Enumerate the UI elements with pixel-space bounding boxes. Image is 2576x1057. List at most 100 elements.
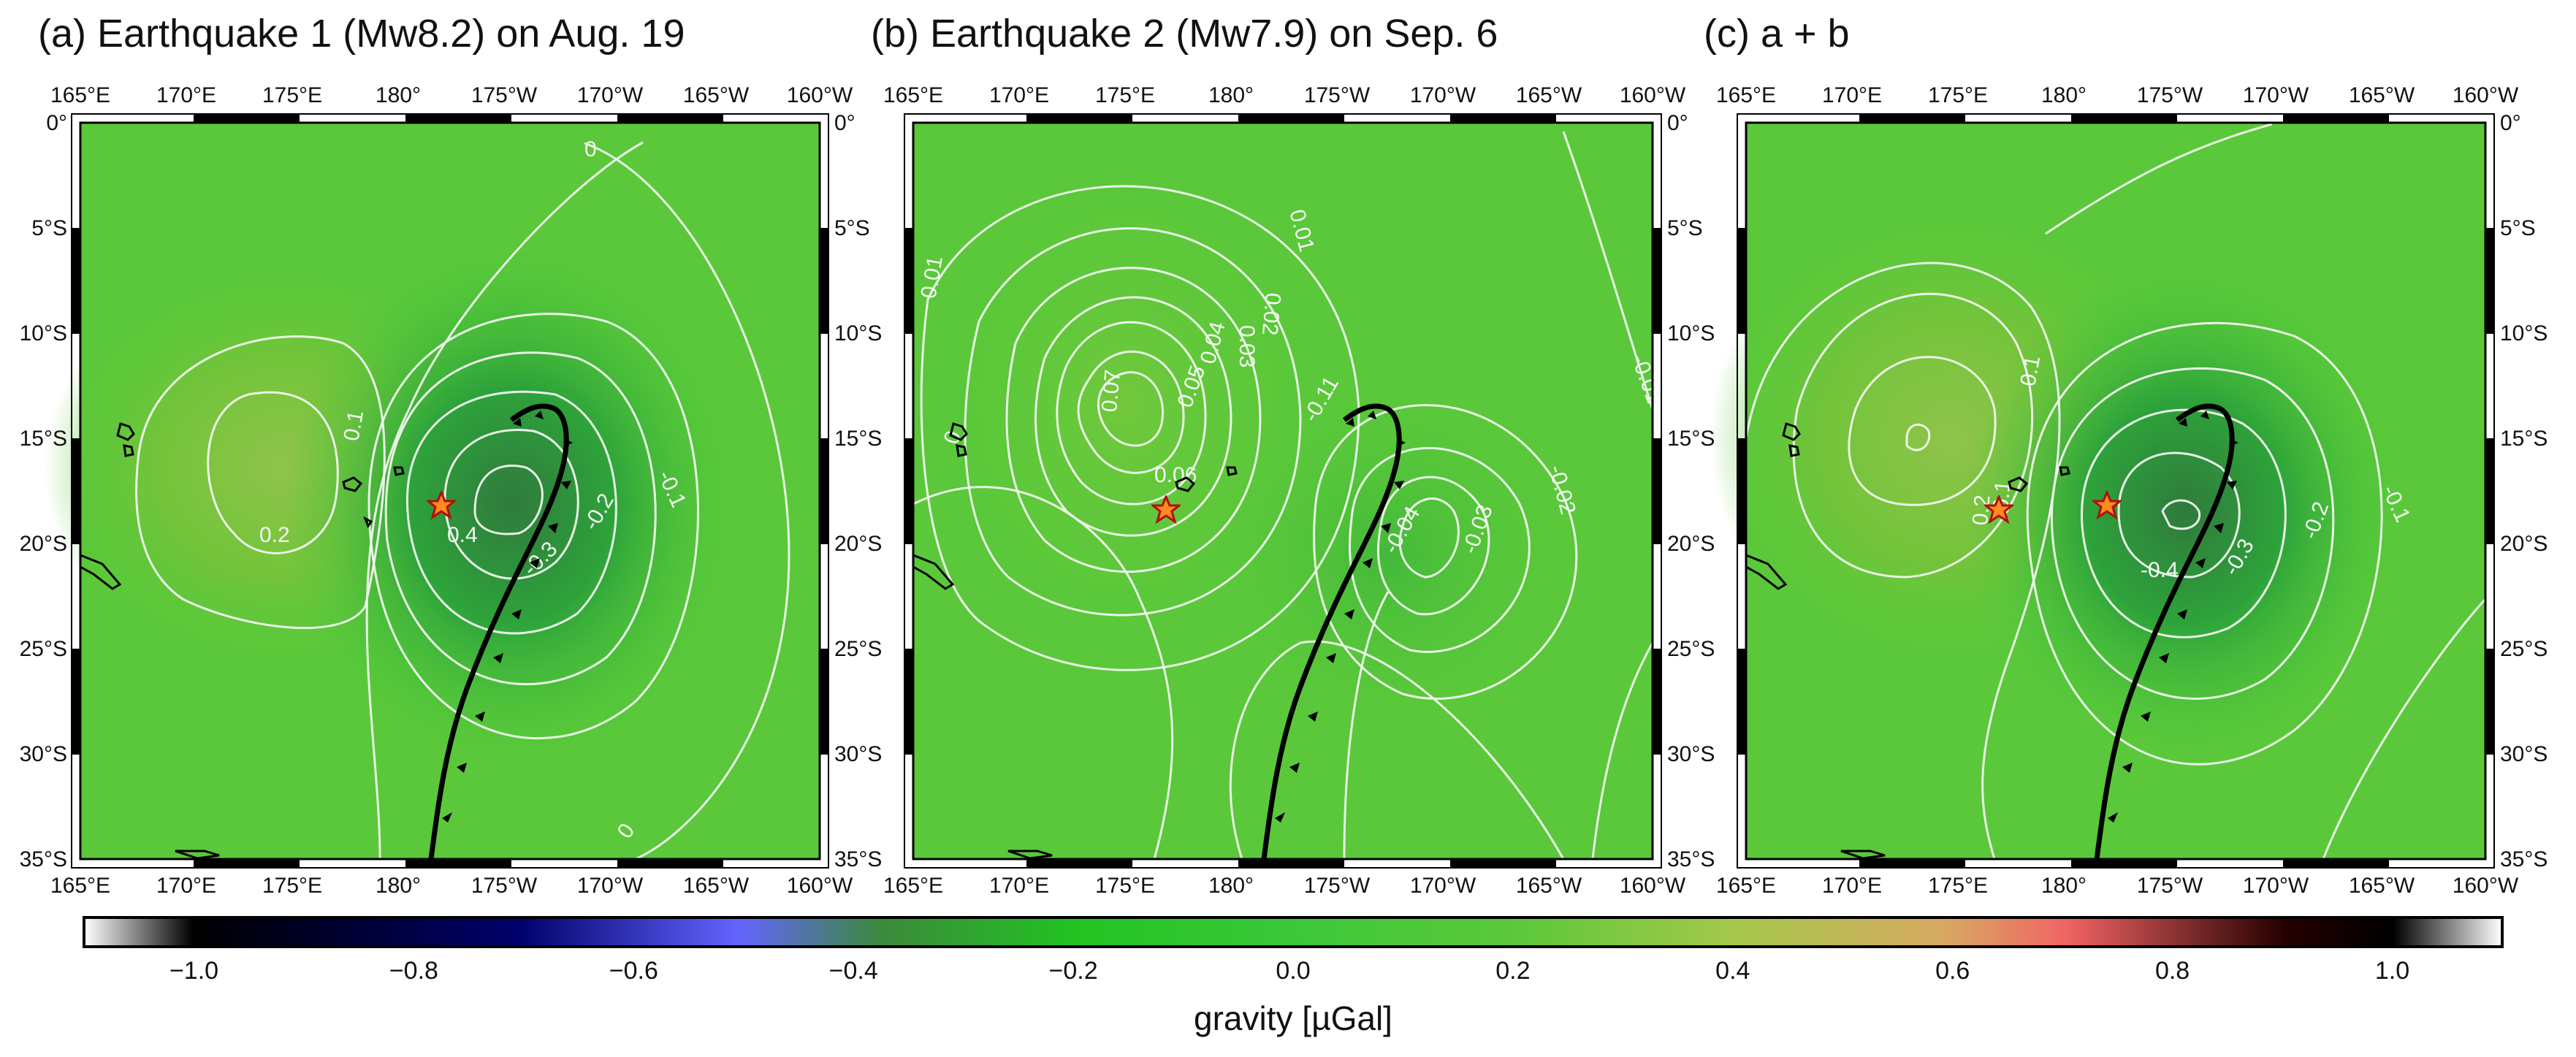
tick-label: 20°S (20, 532, 67, 556)
tick-label: 170°W (577, 874, 644, 898)
tick-label: 165°E (50, 874, 110, 898)
panel-b-label-7: 0.07 (1097, 369, 1125, 413)
tick-label: 35°S (834, 847, 882, 871)
tick-label: 35°S (2500, 847, 2548, 871)
tick-label: 175°W (1304, 874, 1371, 898)
tick-label: 180° (376, 83, 421, 107)
tick-label: 10°S (1667, 321, 1715, 346)
panel-b-field (935, 161, 1578, 745)
tick-label: 0° (1667, 111, 1688, 135)
tick-label: 5°S (1667, 216, 1703, 240)
panel-c-lat-ticks-right: 0° 5°S 10°S 15°S 20°S 25°S 30°S 35°S (2500, 111, 2548, 871)
panel-c-trench (2094, 403, 2238, 860)
panel-b-trench (1261, 403, 1406, 860)
panel-b-title: (b) Earthquake 2 (Mw7.9) on Sep. 6 (871, 12, 1498, 56)
tick-label: 20°S (834, 532, 882, 556)
tick-label: 170°E (989, 83, 1049, 107)
panel-b-label-3: 0.03 (1235, 325, 1259, 367)
panel-c-frame (1737, 113, 2495, 869)
colorbar: −1.0 −0.8 −0.6 −0.4 −0.2 0.0 0.2 0.4 0.6 0.8 1.0 g… (83, 916, 2504, 1037)
panel-b-label-2: 0.02 (1257, 291, 1285, 336)
tick-label: 175°E (1928, 874, 1988, 898)
tick-label: 5°S (2500, 216, 2536, 240)
colorbar-tick-label: −0.2 (1049, 957, 1098, 985)
tick-label: 175°E (1095, 83, 1155, 107)
tick-label: 5°S (834, 216, 870, 240)
tick-label: 165°W (683, 83, 750, 107)
tick-label: 180° (376, 874, 421, 898)
panel-a-contours (135, 141, 790, 861)
tick-label: 170°E (1822, 83, 1882, 107)
tick-label: 175°W (471, 83, 538, 107)
tick-label: 165°W (2349, 83, 2415, 107)
tick-label: 180° (2041, 83, 2087, 107)
panel-b-frame (904, 113, 1662, 869)
tick-label: 170°W (2243, 83, 2309, 107)
panel-c-lon-ticks-bottom: 165°E 170°E 175°E 180° 175°W 170°W 165°W… (1716, 874, 2519, 898)
tick-label: 170°E (1822, 874, 1882, 898)
colorbar-tick-label: −0.6 (609, 957, 658, 985)
colorbar-title: gravity [µGal] (1194, 999, 1392, 1037)
colorbar-tick-label: −1.0 (169, 957, 218, 985)
panel-b-lon-ticks-top: 165°E 170°E 175°E 180° 175°W 170°W 165°W… (883, 83, 1686, 107)
tick-label: 170°W (2243, 874, 2309, 898)
tick-label: 15°S (834, 427, 882, 451)
tick-label: 30°S (834, 742, 882, 766)
panel-b-coastlines (912, 422, 1238, 860)
tick-label: 165°E (1716, 874, 1776, 898)
tick-label: 10°S (20, 321, 67, 346)
tick-label: 175°W (471, 874, 538, 898)
tick-label: 35°S (20, 847, 67, 871)
tick-label: 175°E (262, 874, 322, 898)
panel-a-label-3: 0.4 (447, 523, 478, 547)
tick-label: 0° (46, 111, 67, 135)
panel-c-coastlines (1745, 422, 2070, 860)
tick-label: 10°S (2500, 321, 2548, 346)
tick-label: 180° (2041, 874, 2087, 898)
tick-label: 160°W (787, 874, 853, 898)
panel-b-lon-ticks-bottom: 165°E 170°E 175°E 180° 175°W 170°W 165°W… (883, 874, 1686, 898)
tick-label: 25°S (20, 637, 67, 661)
colorbar-tick-label: 0.6 (1935, 957, 1970, 985)
tick-label: 170°E (156, 874, 216, 898)
colorbar-ticks: −1.0 −0.8 −0.6 −0.4 −0.2 0.0 0.2 0.4 0.6 0.8 1.0 (169, 957, 2409, 985)
panel-c-title: (c) a + b (1704, 12, 1850, 56)
tick-label: 0° (834, 111, 856, 135)
panel-a-title: (a) Earthquake 1 (Mw8.2) on Aug. 19 (38, 12, 685, 56)
tick-label: 35°S (1667, 847, 1715, 871)
tick-label: 170°W (1410, 83, 1476, 107)
panel-a-trench (428, 403, 573, 860)
panel-a-lat-ticks-right: 0° 5°S 10°S 15°S 20°S 25°S 30°S 35°S (834, 111, 882, 871)
tick-label: 175°W (2137, 874, 2203, 898)
tick-label: 10°S (834, 321, 882, 346)
tick-label: 175°E (262, 83, 322, 107)
tick-label: 15°S (1667, 427, 1715, 451)
panel-c-lon-ticks-top: 165°E 170°E 175°E 180° 175°W 170°W 165°W… (1716, 83, 2519, 107)
colorbar-tick-label: 0.8 (2155, 957, 2190, 985)
tick-label: 25°S (1667, 637, 1715, 661)
tick-label: 165°W (2349, 874, 2415, 898)
colorbar-tick-label: 0.0 (1276, 957, 1310, 985)
tick-label: 165°E (883, 874, 943, 898)
tick-label: 165°E (1716, 83, 1776, 107)
tick-label: 170°W (1410, 874, 1476, 898)
tick-label: 20°S (1667, 532, 1715, 556)
colorbar-tick-label: −0.8 (389, 957, 438, 985)
tick-label: 30°S (20, 742, 67, 766)
colorbar-tick-label: 0.4 (1715, 957, 1750, 985)
tick-label: 175°E (1095, 874, 1155, 898)
tick-label: 15°S (2500, 427, 2548, 451)
panel-a: (a) Earthquake 1 (Mw8.2) on Aug. 19 0 0.… (20, 12, 883, 898)
tick-label: 175°W (2137, 83, 2203, 107)
tick-label: 20°S (2500, 532, 2548, 556)
panel-c: (c) a + b 0.1 0.1 0.2 -0.1 -0.2 -0.3 -0.… (1704, 12, 2548, 898)
tick-label: 30°S (1667, 742, 1715, 766)
colorbar-tick-label: 1.0 (2375, 957, 2409, 985)
tick-label: 170°E (989, 874, 1049, 898)
panel-b: (b) Earthquake 2 (Mw7.9) on Sep. 6 0.01 … (871, 12, 1715, 898)
panel-c-label-6: -0.4 (2141, 558, 2179, 582)
panel-a-frame (71, 113, 829, 869)
colorbar-tick-label: −0.4 (829, 957, 878, 985)
tick-label: 160°W (1620, 83, 1686, 107)
